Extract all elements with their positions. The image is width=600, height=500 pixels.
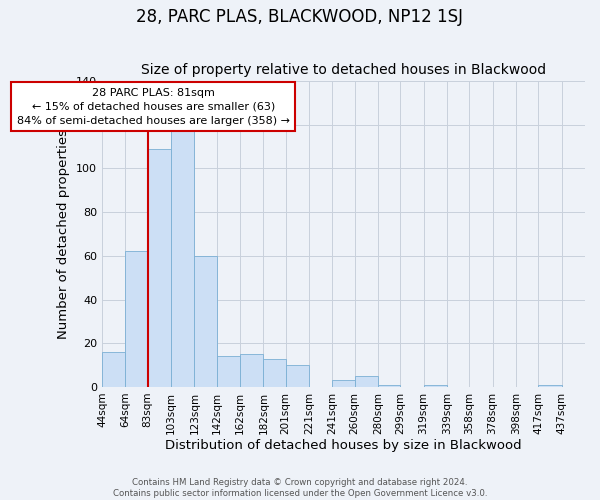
Bar <box>286 365 309 387</box>
Bar <box>263 358 286 387</box>
Bar <box>538 385 562 387</box>
Text: Contains HM Land Registry data © Crown copyright and database right 2024.
Contai: Contains HM Land Registry data © Crown c… <box>113 478 487 498</box>
Bar <box>355 376 378 387</box>
Bar <box>424 385 447 387</box>
Y-axis label: Number of detached properties: Number of detached properties <box>58 129 70 339</box>
Bar <box>171 131 194 387</box>
Bar <box>148 148 171 387</box>
Bar <box>378 385 400 387</box>
Bar <box>102 352 125 387</box>
Text: 28 PARC PLAS: 81sqm
← 15% of detached houses are smaller (63)
84% of semi-detach: 28 PARC PLAS: 81sqm ← 15% of detached ho… <box>17 88 290 126</box>
Bar <box>332 380 355 387</box>
Bar <box>217 356 240 387</box>
Text: 28, PARC PLAS, BLACKWOOD, NP12 1SJ: 28, PARC PLAS, BLACKWOOD, NP12 1SJ <box>137 8 464 26</box>
Bar <box>194 256 217 387</box>
Bar <box>240 354 263 387</box>
X-axis label: Distribution of detached houses by size in Blackwood: Distribution of detached houses by size … <box>165 440 522 452</box>
Title: Size of property relative to detached houses in Blackwood: Size of property relative to detached ho… <box>141 63 546 77</box>
Bar <box>125 252 148 387</box>
